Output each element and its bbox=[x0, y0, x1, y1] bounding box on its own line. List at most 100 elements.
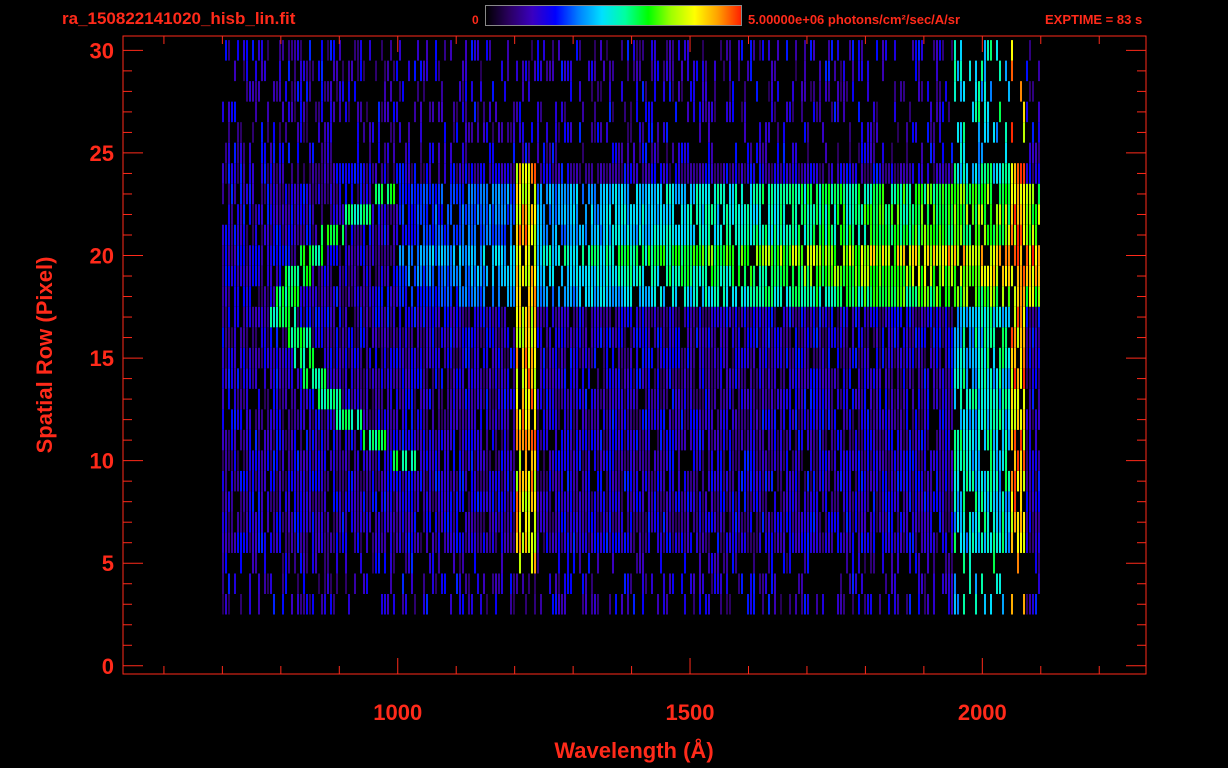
heatmap-cell bbox=[234, 101, 236, 123]
heatmap-cell bbox=[327, 347, 329, 369]
heatmap-cell bbox=[948, 224, 950, 246]
heatmap-cell bbox=[705, 306, 707, 328]
heatmap-cell bbox=[642, 573, 644, 594]
heatmap-cell bbox=[882, 491, 884, 512]
heatmap-cell bbox=[750, 593, 752, 615]
heatmap-cell bbox=[924, 306, 926, 328]
heatmap-cell bbox=[612, 101, 614, 123]
heatmap-cell bbox=[507, 204, 509, 225]
heatmap-cell bbox=[243, 470, 245, 492]
heatmap-cell bbox=[729, 532, 731, 553]
heatmap-cell bbox=[738, 204, 740, 225]
heatmap-cell bbox=[615, 224, 617, 246]
heatmap-cell bbox=[909, 593, 911, 615]
heatmap-cell bbox=[483, 265, 485, 287]
heatmap-cell bbox=[618, 368, 620, 389]
heatmap-cell bbox=[621, 470, 623, 492]
heatmap-cell bbox=[225, 593, 227, 615]
heatmap-cell bbox=[444, 532, 446, 553]
heatmap-cell bbox=[564, 573, 566, 594]
heatmap-cell bbox=[597, 122, 599, 143]
heatmap-cell bbox=[579, 450, 581, 471]
heatmap-cell bbox=[786, 286, 788, 307]
heatmap-cell bbox=[324, 552, 326, 574]
heatmap-cell bbox=[240, 347, 242, 369]
heatmap-cell bbox=[867, 347, 869, 369]
heatmap-cell bbox=[342, 286, 344, 307]
heatmap-cell bbox=[696, 183, 698, 205]
heatmap-cell bbox=[252, 122, 254, 143]
heatmap-cell bbox=[957, 306, 959, 328]
heatmap-cell bbox=[825, 265, 827, 287]
heatmap-cell bbox=[618, 470, 620, 492]
heatmap-cell bbox=[777, 224, 779, 246]
heatmap-cell bbox=[825, 470, 827, 492]
heatmap-cell bbox=[471, 204, 473, 225]
heatmap-cell bbox=[582, 327, 584, 348]
heatmap-cell bbox=[276, 163, 278, 184]
heatmap-cell bbox=[555, 224, 557, 246]
heatmap-cell bbox=[399, 265, 401, 287]
heatmap-cell bbox=[885, 265, 887, 287]
heatmap-cell bbox=[591, 286, 593, 307]
heatmap-cell bbox=[339, 368, 341, 389]
heatmap-cell bbox=[852, 573, 854, 594]
heatmap-cell bbox=[672, 491, 674, 512]
heatmap-cell bbox=[270, 163, 272, 184]
heatmap-cell bbox=[417, 409, 419, 430]
heatmap-cell bbox=[225, 40, 227, 61]
heatmap-cell bbox=[942, 204, 944, 225]
heatmap-cell bbox=[927, 286, 929, 307]
heatmap-cell bbox=[390, 204, 392, 225]
heatmap-cell bbox=[516, 347, 518, 369]
heatmap-cell bbox=[303, 347, 305, 369]
heatmap-cell bbox=[408, 491, 410, 512]
heatmap-cell bbox=[852, 409, 854, 430]
heatmap-cell bbox=[456, 101, 458, 123]
heatmap-cell bbox=[789, 245, 791, 266]
heatmap-cell bbox=[243, 245, 245, 266]
heatmap-cell bbox=[921, 409, 923, 430]
heatmap-cell bbox=[846, 368, 848, 389]
heatmap-cell bbox=[891, 552, 893, 574]
heatmap-cell bbox=[954, 81, 956, 102]
heatmap-cell bbox=[816, 347, 818, 369]
heatmap-cell bbox=[363, 388, 365, 410]
heatmap-cell bbox=[594, 511, 596, 533]
heatmap-cell bbox=[750, 450, 752, 471]
heatmap-cell bbox=[339, 286, 341, 307]
heatmap-cell bbox=[690, 183, 692, 205]
heatmap-cell bbox=[363, 306, 365, 328]
heatmap-cell bbox=[639, 491, 641, 512]
heatmap-cell bbox=[462, 552, 464, 574]
heatmap-cell bbox=[288, 470, 290, 492]
heatmap-cell bbox=[714, 429, 716, 451]
heatmap-cell bbox=[477, 286, 479, 307]
heatmap-cell bbox=[714, 306, 716, 328]
heatmap-cell bbox=[765, 265, 767, 287]
heatmap-cell bbox=[408, 142, 410, 164]
heatmap-cell bbox=[414, 265, 416, 287]
heatmap-cell bbox=[462, 491, 464, 512]
heatmap-cell bbox=[612, 388, 614, 410]
heatmap-cell bbox=[609, 532, 611, 553]
heatmap-cell bbox=[711, 286, 713, 307]
heatmap-cell bbox=[300, 491, 302, 512]
heatmap-cell bbox=[378, 327, 380, 348]
heatmap-cell bbox=[918, 429, 920, 451]
heatmap-cell bbox=[423, 245, 425, 266]
heatmap-cell bbox=[810, 429, 812, 451]
heatmap-cell bbox=[363, 573, 365, 594]
heatmap-cell bbox=[372, 327, 374, 348]
heatmap-cell bbox=[459, 81, 461, 102]
heatmap-cell bbox=[402, 163, 404, 184]
heatmap-cell bbox=[237, 245, 239, 266]
heatmap-cell bbox=[735, 532, 737, 553]
heatmap-cell bbox=[414, 183, 416, 205]
heatmap-cell bbox=[756, 245, 758, 266]
heatmap-cell bbox=[312, 368, 314, 389]
heatmap-cell bbox=[318, 450, 320, 471]
heatmap-cell bbox=[378, 101, 380, 123]
heatmap-cell bbox=[264, 327, 266, 348]
heatmap-cell bbox=[882, 511, 884, 533]
